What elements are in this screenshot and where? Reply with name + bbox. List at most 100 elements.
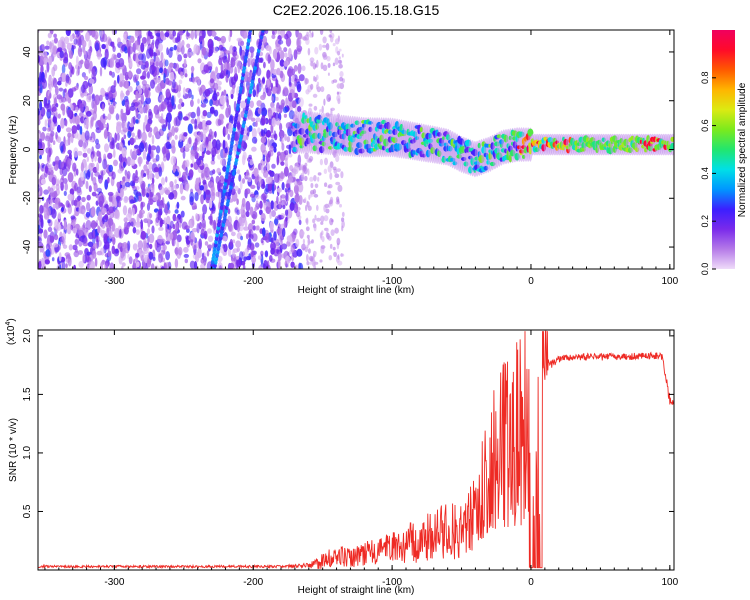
spectrogram-cell (288, 175, 293, 183)
x-tick-label: 0 (528, 577, 534, 588)
spectrogram-cell (40, 65, 44, 74)
colorbar-tick-label: 0.8 (700, 72, 710, 85)
spectrogram-cell (39, 100, 43, 111)
spectrogram-cell (114, 227, 120, 238)
spectrogram-cell (194, 191, 199, 202)
spectrogram-cell (81, 72, 86, 78)
spectrogram-cell (271, 117, 276, 127)
spectrogram-cell (46, 103, 52, 113)
spectrogram-cell (39, 83, 43, 94)
spectrogram-cell (146, 48, 151, 59)
spectrogram-cell (154, 241, 158, 250)
spectrogram-cell (150, 150, 155, 160)
spectrogram-cell (153, 70, 158, 80)
spectrogram-cell (123, 134, 127, 140)
spectrogram-cell (283, 60, 289, 67)
spectrogram-cell (174, 209, 179, 214)
spectrogram-cell (165, 251, 171, 261)
spectrogram-cell (280, 135, 284, 146)
spectrogram-cell (227, 247, 232, 257)
spectrogram-cell (286, 235, 293, 243)
spectrogram-cell (74, 115, 81, 125)
spectrogram-cell (304, 34, 310, 41)
spectrogram-cell (144, 114, 148, 125)
spectrogram-cell (175, 217, 179, 222)
spectrogram-cell (51, 66, 56, 77)
figure-title: C2E2.2026.106.15.18.G15 (273, 2, 440, 18)
spectrogram-cell (80, 132, 87, 142)
spectrogram-cell (254, 206, 257, 212)
spectrogram-cell (335, 181, 341, 186)
spectrogram-cell (240, 100, 247, 109)
spectrogram-cell (60, 117, 65, 129)
spectrogram-cell (140, 201, 144, 211)
spectrogram-cell (146, 71, 150, 79)
spectrogram-cell (235, 259, 239, 269)
spectrogram-cell (334, 38, 340, 45)
x-tick-label: -100 (382, 276, 402, 287)
spectrogram-cell (49, 93, 52, 99)
spectrogram-cell (311, 31, 314, 38)
spectrogram-cell (278, 129, 285, 139)
spectrogram-cell (192, 242, 197, 250)
spectrogram-cell (288, 144, 292, 155)
spectrogram-cell (332, 166, 337, 171)
spectrogram-cell (261, 115, 266, 126)
spectrogram-cell (94, 42, 100, 52)
spectrogram-cell (258, 265, 263, 269)
spectrogram-cell (297, 105, 302, 113)
snr-y-label: SNR (10 * v/v) (8, 418, 19, 482)
spectrogram-cell (340, 171, 344, 179)
spectrogram-cell (117, 37, 121, 45)
spectrogram-cell (117, 168, 123, 174)
spectrogram-x-label: Height of straight line (km) (298, 285, 415, 296)
spectrogram-cell (133, 51, 137, 62)
spectrogram-cell (168, 48, 173, 58)
spectrogram-cell (129, 105, 136, 112)
spectrogram-cell (151, 177, 155, 184)
spectrogram-cell (51, 192, 58, 198)
spectrogram-cell (298, 262, 304, 269)
spectrogram-cell (67, 97, 72, 104)
spectrogram-cell (215, 191, 221, 197)
spectrogram-cell (328, 184, 333, 189)
spectrogram-cell (63, 52, 69, 61)
spectrogram-cell (69, 34, 74, 42)
spectrogram-cell (39, 204, 44, 214)
spectrogram-cell (317, 176, 320, 182)
spectrogram-cell (62, 178, 68, 184)
spectrogram-cell (90, 223, 96, 228)
spectrogram-cell (123, 161, 126, 168)
spectrogram-cell (263, 61, 266, 69)
spectrogram-cell (258, 77, 261, 84)
spectrogram-cell (318, 43, 323, 51)
spectrogram-cell (291, 100, 297, 109)
spectrogram-cell (58, 87, 64, 92)
spectrogram-cell (72, 244, 78, 251)
spectrogram-cell (174, 63, 180, 72)
spectrogram-cell (296, 248, 303, 257)
spectrogram-cell (95, 138, 99, 145)
y-tick-label: 20 (22, 95, 33, 107)
spectrogram-cell (153, 126, 159, 136)
spectrogram-cell (262, 154, 266, 162)
spectrogram-cell (202, 204, 208, 215)
spectrogram-cell (191, 228, 198, 233)
spectrogram-cell (142, 70, 147, 80)
spectrogram-cell (54, 155, 60, 165)
spectrogram-cell (305, 204, 308, 212)
spectrogram-cell (71, 87, 77, 92)
spectrogram-cell (161, 123, 167, 129)
y-tick-label: 40 (22, 46, 33, 58)
spectrogram-cell (186, 32, 190, 37)
spectrogram-cell (64, 119, 68, 127)
spectrogram-cell (337, 260, 343, 266)
spectrogram-cell (92, 250, 97, 259)
spectrogram-cell (206, 111, 212, 119)
spectrogram-cell (67, 172, 74, 183)
spectrogram-cell (289, 202, 295, 211)
spectrogram-cell (225, 107, 230, 118)
spectrogram-cell (113, 54, 118, 60)
spectrogram-cell (103, 233, 108, 241)
spectrogram-cell (223, 89, 227, 96)
